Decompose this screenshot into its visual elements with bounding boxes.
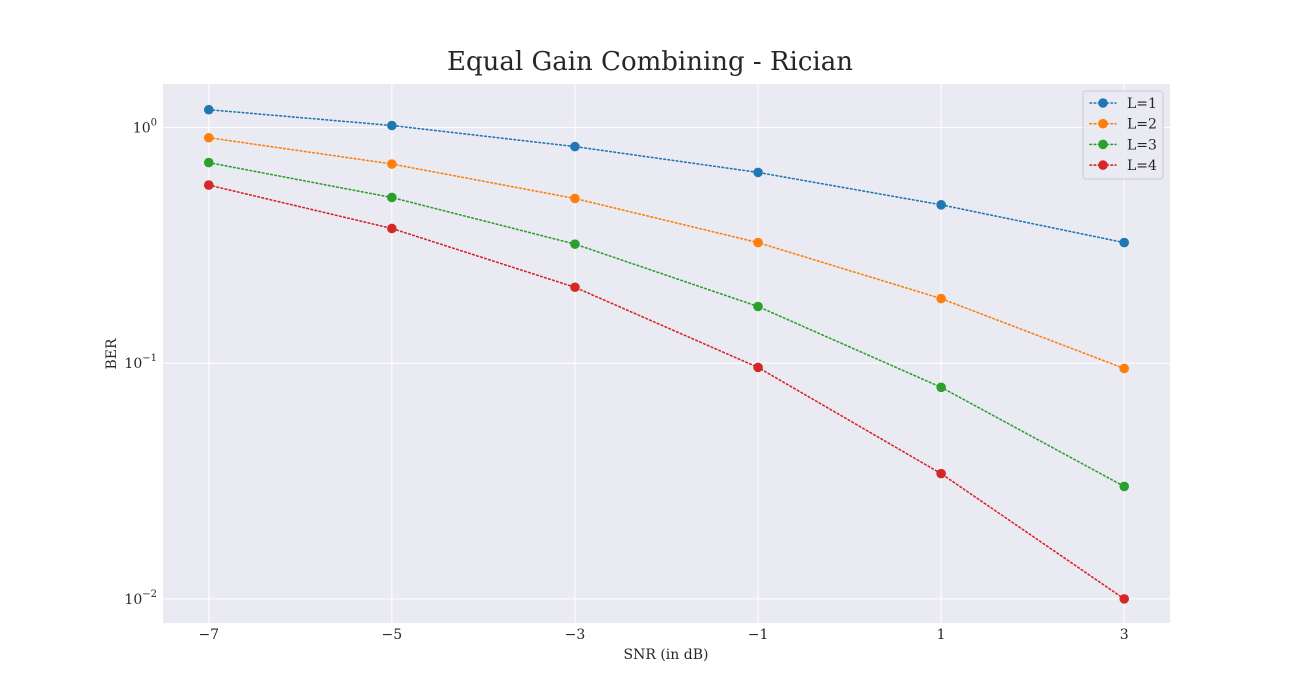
x-tick-label: −3: [565, 627, 586, 643]
data-point: [1119, 481, 1130, 492]
legend-box: [1082, 90, 1164, 180]
x-tick-label: −5: [382, 627, 403, 643]
data-point: [753, 301, 763, 312]
data-point: [387, 159, 397, 169]
data-point: [387, 223, 397, 234]
x-tick-label: −7: [198, 627, 219, 643]
data-point: [203, 180, 214, 190]
legend-label: L=4: [1127, 158, 1157, 174]
data-point: [936, 382, 946, 393]
data-point: [570, 282, 580, 293]
legend-label: L=3: [1127, 137, 1157, 153]
data-point: [936, 293, 946, 304]
plot-background: [163, 84, 1170, 623]
chart-title: Equal Gain Combining - Rician: [447, 47, 853, 77]
y-tick-label: 10−1: [124, 353, 157, 372]
x-tick-label: −1: [748, 627, 769, 643]
data-point: [387, 192, 397, 203]
y-tick-label: 10−2: [124, 589, 157, 608]
data-point: [570, 141, 580, 152]
x-axis-ticks: −7 −5 −3 −1 1 3: [198, 627, 1128, 643]
series-group: [203, 104, 1130, 604]
data-point: [203, 157, 214, 168]
data-point: [936, 200, 946, 210]
y-axis-label: BER: [104, 338, 120, 370]
x-tick-label: 1: [937, 627, 946, 643]
series-line: [208, 161, 1125, 488]
legend-label: L=1: [1127, 96, 1157, 112]
series-line: [208, 184, 1125, 600]
data-point: [1119, 237, 1130, 248]
y-tick-label: 100: [133, 118, 157, 137]
series-line: [208, 136, 1125, 370]
x-tick-label: 3: [1120, 627, 1129, 643]
x-axis-label: SNR (in dB): [624, 647, 709, 663]
data-point: [387, 120, 397, 131]
data-point: [753, 362, 763, 373]
data-point: [570, 239, 580, 249]
legend-label: L=2: [1127, 117, 1157, 133]
data-point: [1119, 594, 1130, 604]
legend: L=1 L=2 L=3 L=4: [1082, 90, 1164, 180]
legend-marker: [1098, 118, 1108, 129]
data-point: [753, 167, 763, 178]
data-point: [570, 193, 580, 204]
data-point: [753, 237, 763, 248]
legend-marker: [1098, 98, 1108, 108]
data-point: [1119, 363, 1130, 374]
legend-marker: [1098, 139, 1108, 150]
data-point: [203, 104, 214, 115]
y-axis-ticks: 100 10−1 10−2: [124, 118, 157, 608]
series-line: [208, 108, 1125, 244]
legend-marker: [1098, 160, 1108, 170]
data-point: [936, 468, 946, 479]
data-point: [203, 132, 214, 143]
